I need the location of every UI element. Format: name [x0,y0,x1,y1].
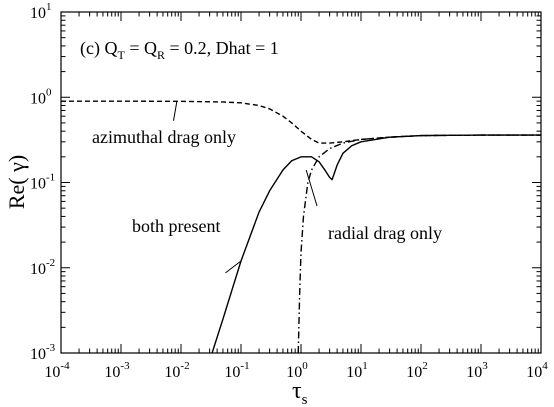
x-tick-label: 10-3 [104,360,130,381]
x-tick-label: 10-1 [224,360,249,381]
x-tick-label: 100 [286,360,308,381]
callouts: azimuthal drag only both present radial dr… [92,101,442,274]
callout-leader [173,101,178,121]
y-tick-label: 101 [30,1,52,22]
tick-marks [60,12,541,354]
callout-label: azimuthal drag only [92,127,236,147]
y-axis-label: Re( γ) [4,155,29,209]
tick-labels: 10-4 10-3 10-2 10-1 100 101 102 103 10410-310-21… [30,1,548,381]
x-tick-label: 102 [406,360,428,381]
x-axis-label: τs [292,378,308,407]
x-tick-label: 103 [466,360,488,381]
x-tick-label: 101 [346,360,368,381]
callout-label: both present [132,216,220,236]
annotation: (c) QT = QR = 0.2, Dhat = 1 [80,38,279,62]
series-layer [61,100,541,354]
x-tick-label: 10-4 [44,360,70,381]
callout-label: radial drag only [328,223,442,243]
series-line-both-present [211,134,541,354]
plot-frame [60,11,542,354]
series-line-radial-drag-only [297,134,541,354]
y-tick-label: 10-2 [30,257,55,278]
y-tick-label: 100 [30,86,52,107]
y-tick-label: 10-3 [30,342,56,363]
x-tick-label: 10-2 [164,360,189,381]
x-tick-label: 104 [526,360,548,381]
y-tick-label: 10-1 [30,172,55,193]
callout-leader [305,169,318,207]
callout-leader [225,260,242,274]
